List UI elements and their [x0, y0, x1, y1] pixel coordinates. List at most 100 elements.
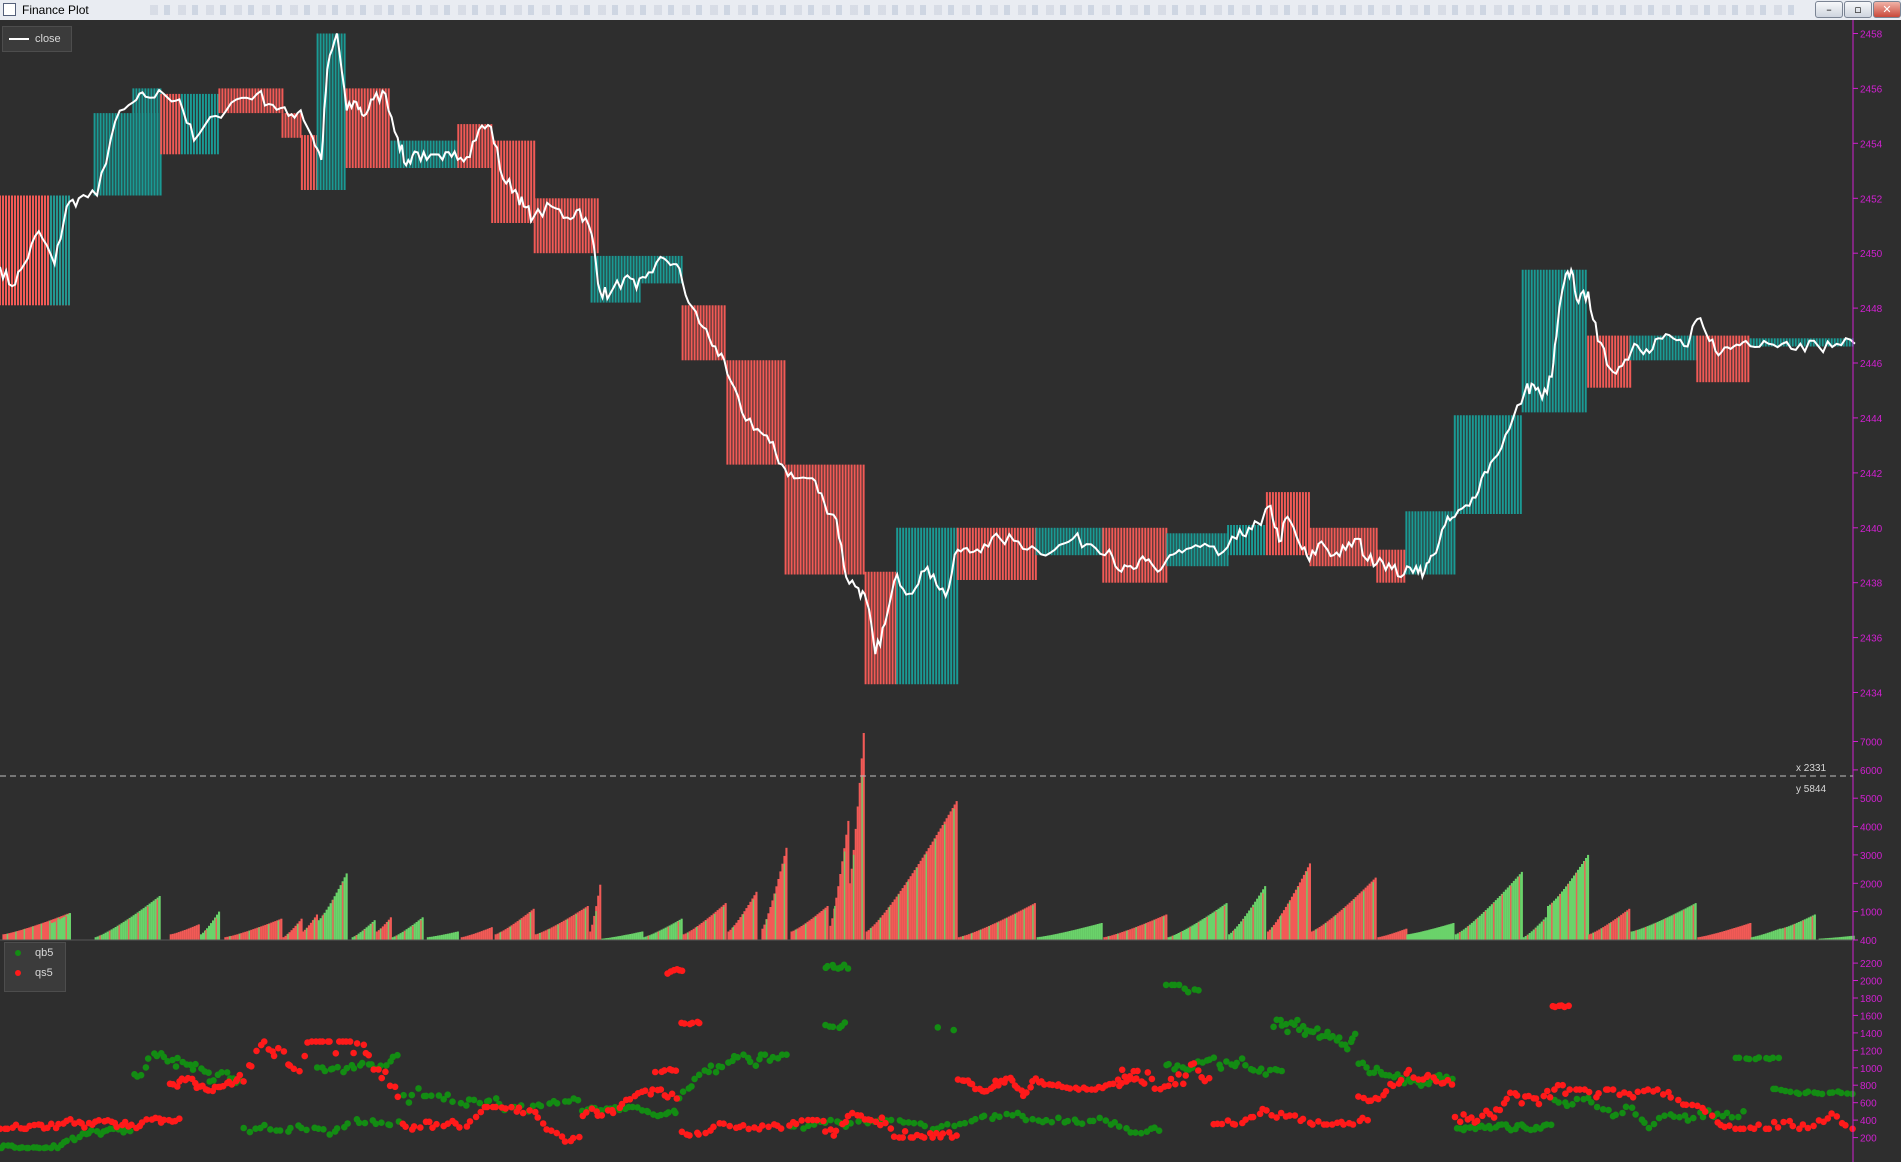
- qs5-point: [686, 1132, 693, 1139]
- volume-bar: [144, 906, 147, 940]
- qb5-point: [707, 1062, 715, 1069]
- volume-bar: [516, 921, 519, 940]
- volume-bar: [494, 934, 497, 940]
- qs5-point: [553, 1129, 560, 1137]
- volume-bar: [1076, 929, 1079, 940]
- qs5-point: [1364, 1116, 1371, 1124]
- qs5-point: [1218, 1120, 1226, 1128]
- volume-bar: [812, 917, 815, 940]
- minimize-button[interactable]: –: [1815, 1, 1843, 18]
- qs5-point: [1490, 1114, 1498, 1121]
- qs5-point: [641, 1087, 649, 1094]
- volume-bar: [1064, 931, 1067, 940]
- maximize-button[interactable]: ▫: [1844, 1, 1872, 18]
- qb5-point: [1314, 1025, 1321, 1032]
- volume-bar: [1813, 914, 1816, 940]
- volume-bar: [1334, 915, 1336, 940]
- qb5-point: [457, 1099, 465, 1107]
- qb5-point: [938, 1122, 945, 1130]
- close-button[interactable]: ✕: [1873, 1, 1901, 18]
- volume-bar: [1032, 905, 1034, 940]
- qs5-point: [1726, 1122, 1733, 1129]
- volume-bar: [6, 933, 9, 940]
- qb5-point: [829, 1023, 837, 1031]
- qb5-point: [1641, 1119, 1648, 1126]
- volume-bar: [1358, 893, 1361, 940]
- qs5-point: [360, 1041, 368, 1049]
- qs5-point: [1566, 1086, 1573, 1093]
- qb5-point: [921, 1122, 928, 1130]
- volume-bar: [1474, 919, 1477, 940]
- volume-bar: [670, 924, 673, 940]
- volume-bar: [1472, 921, 1475, 940]
- qb5-point: [350, 1065, 358, 1072]
- volume-bar: [1768, 932, 1771, 940]
- qb5-point: [1363, 1064, 1370, 1071]
- qb5-point: [1195, 987, 1202, 994]
- volume-bar: [371, 923, 374, 940]
- volume-bar: [216, 914, 219, 940]
- volume-bar: [1484, 911, 1487, 940]
- volume-bar: [1444, 925, 1447, 940]
- qs5-point: [1041, 1081, 1048, 1088]
- qs5-point: [1151, 1085, 1159, 1092]
- volume-bar: [32, 926, 34, 940]
- qs5-point: [558, 1133, 566, 1140]
- volume-bar: [635, 932, 638, 940]
- qs5-point: [678, 1128, 686, 1136]
- volume-bar: [1322, 924, 1325, 940]
- volume-bar: [1221, 905, 1224, 940]
- qb5-point: [440, 1096, 448, 1103]
- volume-bar: [260, 926, 263, 940]
- volume-bar: [735, 922, 738, 940]
- volume-bar: [654, 932, 657, 940]
- volume-bar: [1348, 902, 1351, 940]
- volume-bar: [1389, 934, 1392, 940]
- volume-bar: [969, 933, 972, 940]
- qs5-point: [689, 1019, 696, 1027]
- qs5-point: [1133, 1075, 1140, 1082]
- qb5-point: [1714, 1110, 1721, 1118]
- volume-bar: [1452, 923, 1455, 940]
- volume-bar: [899, 890, 902, 940]
- qs5-point: [673, 1095, 681, 1102]
- qb5-point: [1772, 1085, 1779, 1093]
- volume-bar: [50, 923, 53, 940]
- volume-bar: [1228, 934, 1231, 940]
- volume-bar: [1405, 928, 1408, 940]
- volume-bar: [889, 904, 892, 940]
- volume-bar: [1271, 927, 1273, 940]
- volume-bar: [185, 929, 188, 940]
- volume-bar: [1534, 928, 1537, 940]
- volume-bar: [605, 938, 608, 940]
- qb5-point: [63, 1137, 70, 1145]
- volume-bar: [173, 933, 176, 940]
- volume-bar: [193, 926, 196, 940]
- volume-bar: [478, 931, 481, 940]
- volume-bar: [1758, 935, 1761, 940]
- qb5-point: [1735, 1054, 1743, 1062]
- qs5-point: [1595, 1090, 1602, 1097]
- volume-bar: [576, 912, 579, 940]
- finance-chart[interactable]: 2458 2456 2454 2452 2450 2448 2446 2444 2442 2440…: [0, 20, 1901, 1162]
- volume-bar: [1680, 910, 1683, 940]
- volume-bar: [26, 928, 29, 940]
- volume-bar: [985, 926, 988, 940]
- volume-bar: [154, 899, 157, 940]
- volume-bar: [40, 923, 43, 940]
- volume-bar: [1088, 926, 1091, 940]
- volume-bar: [1360, 891, 1363, 940]
- volume-bar: [428, 936, 431, 940]
- volume-bar: [1442, 925, 1445, 940]
- qs5-point: [1359, 1114, 1366, 1122]
- volume-bar: [450, 932, 453, 940]
- volume-bar: [767, 913, 770, 940]
- axis-tick-label: 2450: [1860, 249, 1883, 260]
- volume-bar: [1418, 932, 1421, 940]
- volume-bar: [1258, 895, 1261, 940]
- qs5-point: [681, 1020, 688, 1027]
- qs5-point: [12, 1121, 20, 1129]
- volume-bar: [957, 937, 960, 940]
- qs5-point: [569, 1134, 577, 1142]
- volume-bar: [1050, 934, 1053, 940]
